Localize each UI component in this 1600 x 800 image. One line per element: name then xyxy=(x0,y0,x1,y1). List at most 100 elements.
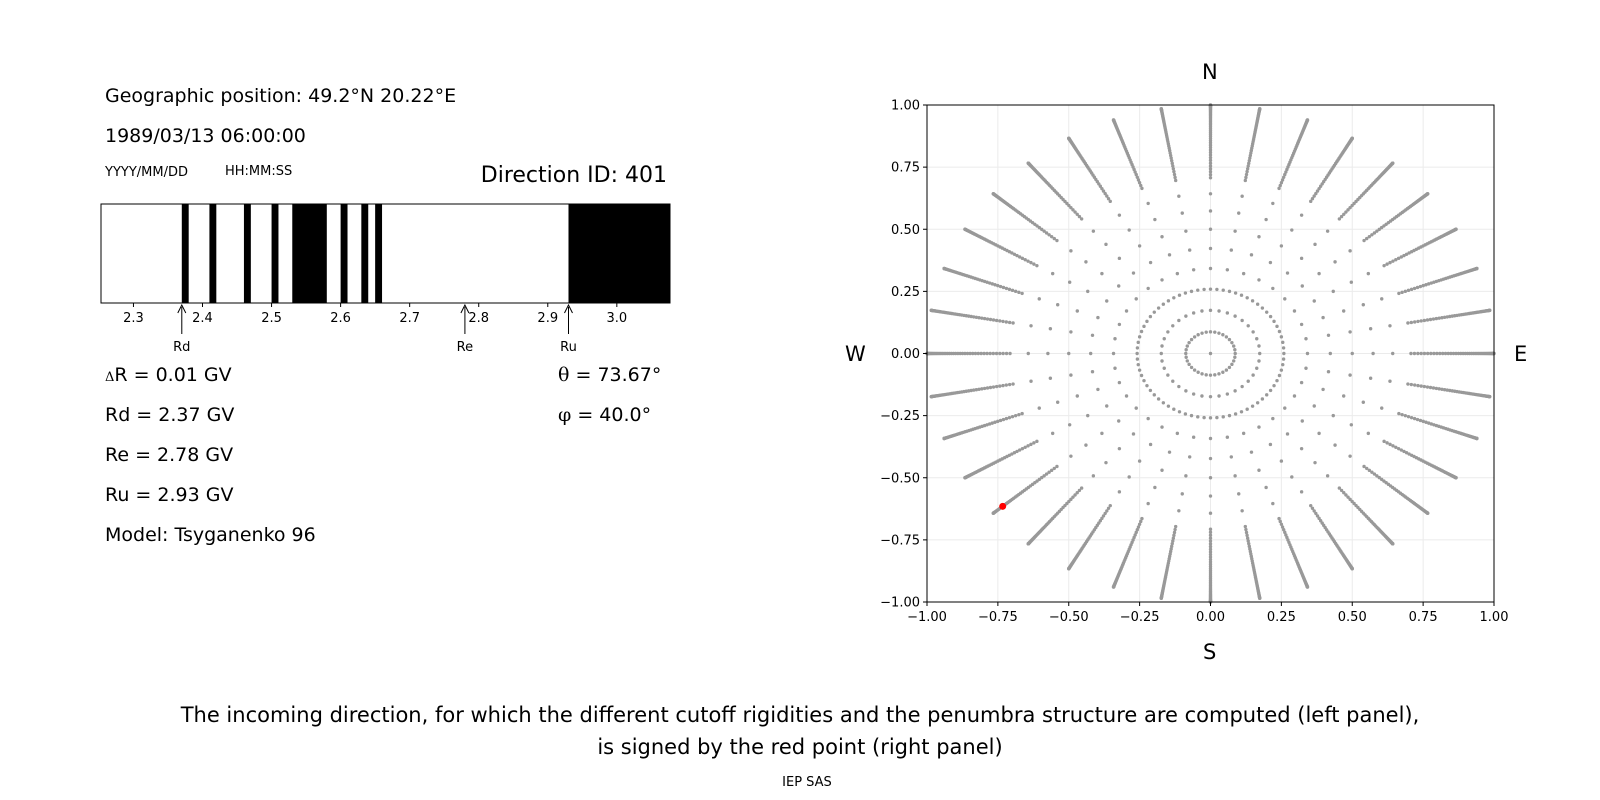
direction-point xyxy=(1327,171,1332,175)
direction-point xyxy=(1439,235,1443,239)
direction-point xyxy=(928,351,932,356)
direction-point xyxy=(1415,285,1420,290)
direction-point xyxy=(957,390,962,394)
direction-point xyxy=(1034,533,1038,538)
direction-point xyxy=(1294,557,1298,562)
direction-point xyxy=(1391,444,1395,448)
direction-point xyxy=(982,466,987,470)
direction-point xyxy=(1257,595,1262,599)
direction-point xyxy=(1408,204,1413,209)
direction-point xyxy=(1117,572,1121,576)
direction-point xyxy=(1256,588,1260,592)
direction-point xyxy=(1131,432,1136,436)
direction-point xyxy=(1257,592,1261,597)
direction-point xyxy=(1305,118,1310,123)
direction-point xyxy=(1049,518,1053,522)
direction-point xyxy=(1160,112,1165,116)
direction-point xyxy=(1486,394,1491,399)
direction-point xyxy=(1159,596,1164,600)
direction-point xyxy=(1208,114,1213,118)
direction-point xyxy=(1470,268,1474,272)
direction-point xyxy=(1145,319,1149,324)
direction-point xyxy=(1475,436,1479,441)
direction-point xyxy=(950,434,954,438)
direction-point xyxy=(1026,444,1030,448)
direction-point xyxy=(990,282,994,286)
direction-point xyxy=(967,389,971,393)
direction-point xyxy=(1425,511,1429,515)
direction-point xyxy=(1419,196,1423,201)
direction-point xyxy=(1449,351,1453,356)
direction-point xyxy=(1299,569,1303,574)
direction-point xyxy=(1208,494,1213,498)
direction-point xyxy=(931,308,936,313)
direction-point xyxy=(1245,536,1250,540)
direction-point xyxy=(1112,583,1117,587)
direction-point xyxy=(1173,175,1177,180)
direction-point xyxy=(1168,549,1173,554)
direction-point xyxy=(943,436,947,440)
direction-point xyxy=(1161,115,1165,119)
direction-point xyxy=(1081,158,1085,162)
direction-point xyxy=(1444,276,1448,281)
direction-point xyxy=(1208,116,1213,121)
direction-point xyxy=(1159,108,1164,112)
direction-point xyxy=(1007,320,1012,325)
direction-point xyxy=(1033,168,1038,173)
direction-point xyxy=(1425,192,1430,196)
direction-point xyxy=(1302,126,1306,130)
direction-point xyxy=(1004,286,1009,291)
direction-point xyxy=(1388,484,1393,488)
direction-point xyxy=(1344,493,1348,497)
direction-point xyxy=(1061,197,1065,202)
direction-point xyxy=(967,314,971,318)
direction-point xyxy=(960,390,964,394)
direction-point xyxy=(1208,592,1213,597)
direction-point xyxy=(1011,496,1016,500)
direction-point xyxy=(1111,118,1116,122)
direction-point xyxy=(982,279,987,284)
direction-point xyxy=(971,471,976,476)
direction-point xyxy=(1304,581,1308,586)
direction-point xyxy=(963,475,968,480)
direction-point xyxy=(1208,118,1213,122)
direction-point xyxy=(1208,141,1213,145)
direction-point xyxy=(1419,506,1423,511)
direction-point xyxy=(1049,185,1053,189)
direction-point xyxy=(1317,271,1321,276)
direction-point xyxy=(1478,393,1482,397)
direction-point xyxy=(1208,593,1213,598)
direction-point xyxy=(1409,351,1413,356)
direction-point xyxy=(926,351,931,356)
direction-point xyxy=(935,394,940,398)
direction-point xyxy=(1166,142,1171,146)
direction-point xyxy=(1001,319,1005,324)
direction-point xyxy=(1208,351,1213,356)
direction-point xyxy=(1434,386,1439,391)
direction-point xyxy=(1118,135,1123,139)
direction-point xyxy=(1135,351,1139,356)
forbidden-band xyxy=(209,204,217,303)
direction-point xyxy=(1098,519,1103,523)
direction-point xyxy=(1344,210,1348,214)
direction-point xyxy=(1381,171,1385,176)
direction-point xyxy=(1091,173,1095,177)
direction-point xyxy=(1232,344,1236,348)
direction-point xyxy=(1030,538,1034,542)
direction-point xyxy=(1006,202,1010,207)
direction-point xyxy=(940,393,944,397)
direction-point xyxy=(1342,555,1347,559)
direction-point xyxy=(930,351,934,356)
direction-point xyxy=(1414,502,1418,507)
direction-point xyxy=(1017,210,1021,215)
direction-point xyxy=(1177,384,1181,389)
direction-point xyxy=(1010,205,1014,210)
direction-point xyxy=(1119,136,1123,141)
direction-point xyxy=(1038,174,1043,178)
direction-point xyxy=(1439,278,1443,282)
direction-point xyxy=(1291,151,1296,156)
direction-point xyxy=(1399,448,1404,452)
direction-point xyxy=(1452,475,1457,479)
direction-point xyxy=(1071,143,1076,148)
direction-point xyxy=(965,351,970,356)
